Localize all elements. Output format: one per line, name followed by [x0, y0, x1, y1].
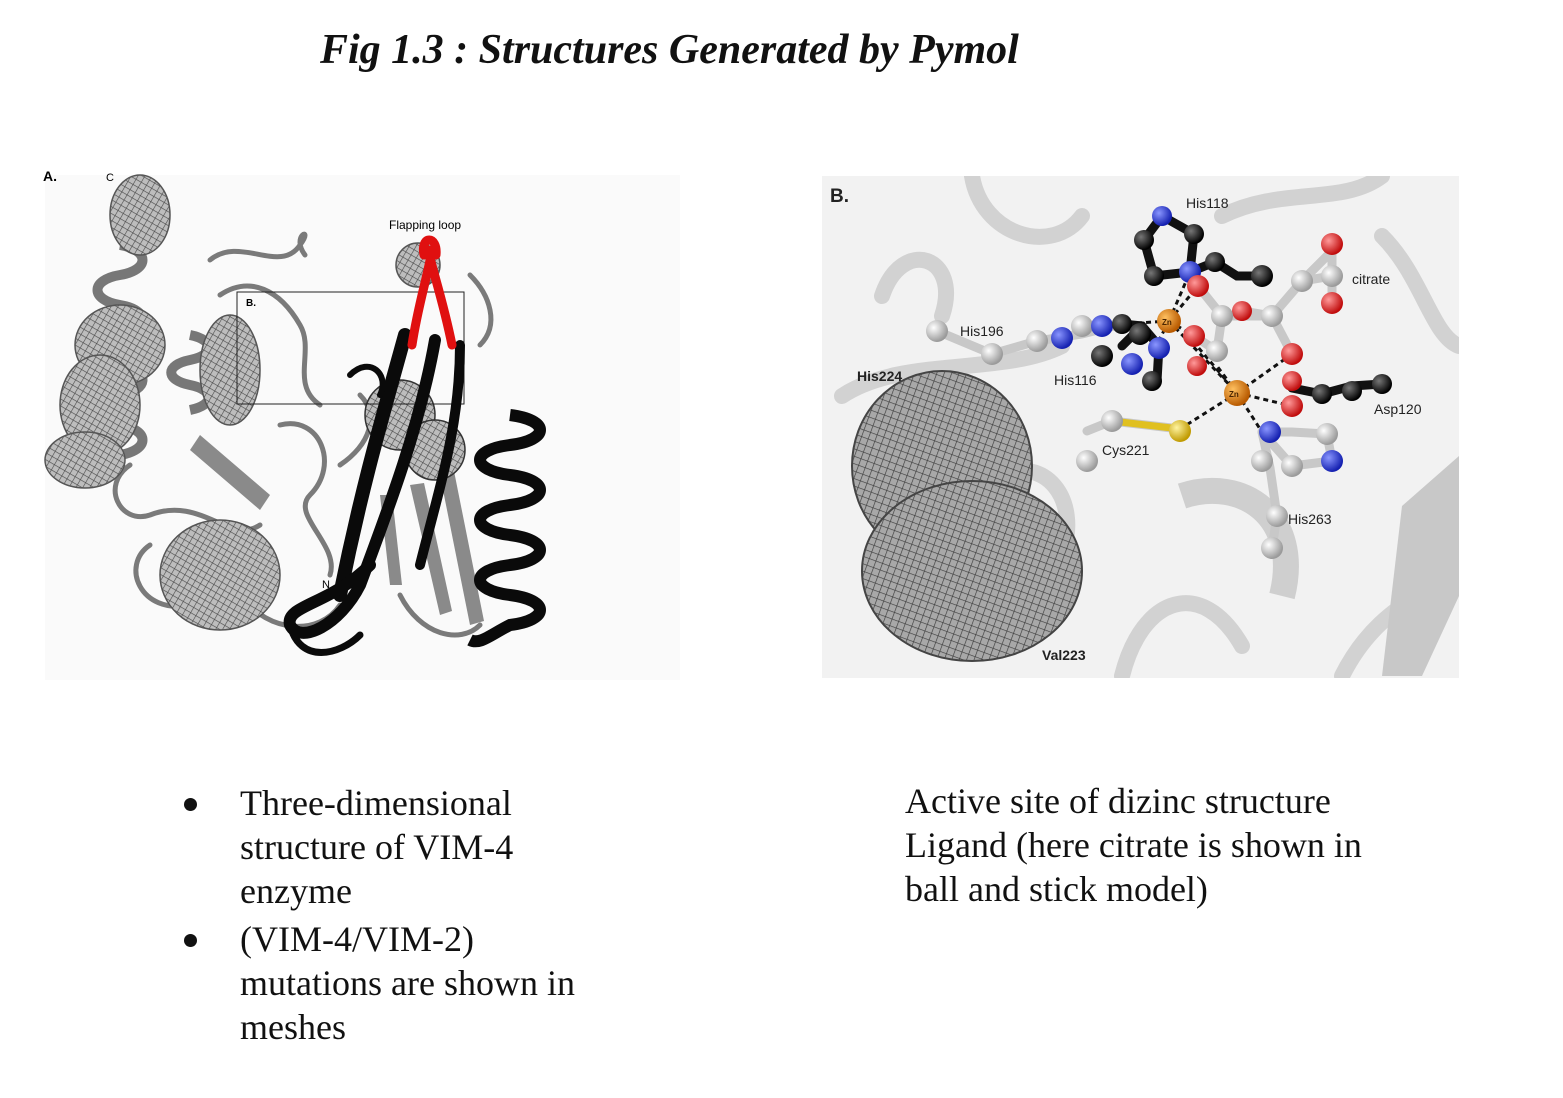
c-terminus-label: C	[106, 172, 114, 184]
box-b-label: B.	[246, 298, 256, 309]
panel-b-caption: Active site of dizinc structure Ligand (…	[905, 779, 1425, 911]
cys221-label: Cys221	[1102, 442, 1150, 458]
bullet-dot	[184, 934, 197, 947]
flapping-loop-label: Flapping loop	[389, 218, 461, 232]
n-terminus-label: N	[322, 579, 330, 591]
his224-label: His224	[857, 368, 902, 384]
zinc-ions	[1157, 309, 1250, 406]
panel-b-label: B.	[830, 186, 849, 207]
zn-label-2: Zn	[1229, 390, 1239, 399]
caption-line: ball and stick model)	[905, 869, 1208, 909]
his196-label: His196	[960, 323, 1004, 339]
zn-label-1: Zn	[1162, 318, 1172, 327]
his118-label: His118	[1186, 195, 1229, 211]
caption-bullet-text: Three-dimensional structure of VIM-4 enz…	[240, 783, 514, 911]
his116-label: His116	[1054, 372, 1097, 388]
val223-mesh	[851, 370, 1083, 662]
caption-line: Active site of dizinc structure	[905, 781, 1331, 821]
panel-a-caption-list: Three-dimensional structure of VIM-4 enz…	[180, 781, 600, 1049]
val223-label: Val223	[1042, 647, 1086, 663]
list-item: (VIM-4/VIM-2) mutations are shown in mes…	[180, 917, 600, 1049]
list-item: Three-dimensional structure of VIM-4 enz…	[180, 781, 600, 913]
panel-a-label: A.	[43, 168, 57, 184]
panel-b-active-site-image: Zn Zn B. His118 citrate His196 His224 Hi…	[822, 176, 1459, 678]
bullet-dot	[184, 798, 197, 811]
black-ribbon	[283, 328, 465, 656]
caption-bullet-text: (VIM-4/VIM-2) mutations are shown in mes…	[240, 919, 575, 1047]
asp120-label: Asp120	[1374, 401, 1422, 417]
his263-label: His263	[1288, 511, 1332, 527]
panel-a-structure-image: A. C N Flapping loop B.	[43, 168, 680, 680]
citrate-label: citrate	[1352, 271, 1390, 287]
atoms	[926, 206, 1392, 559]
figure-title: Fig 1.3 : Structures Generated by Pymol	[320, 27, 1019, 73]
flapping-loop-red	[407, 235, 457, 350]
background-sheet	[1382, 456, 1459, 676]
caption-line: Ligand (here citrate is shown in	[905, 825, 1362, 865]
black-helix-right	[467, 409, 546, 648]
